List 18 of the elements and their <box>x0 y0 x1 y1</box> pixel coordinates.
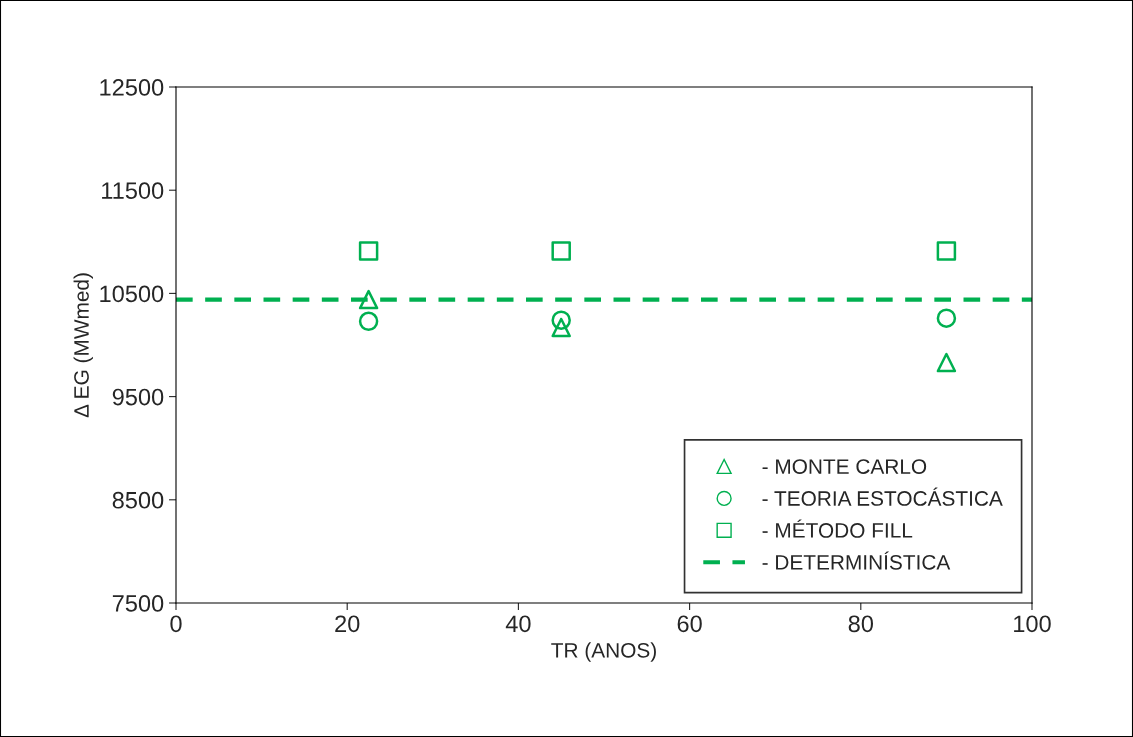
y-axis-title: Δ EG (MWmed) <box>73 273 93 418</box>
legend-label: - DETERMINÍSTICA <box>762 551 951 570</box>
y-tick-label: 10500 <box>100 285 164 303</box>
legend-label: - MÉTODO FILL <box>762 519 913 538</box>
legend-label: - TEORIA ESTOCÁSTICA <box>762 487 1003 506</box>
x-tick-label: 20 <box>335 615 360 633</box>
y-tick-label: 8500 <box>112 491 164 509</box>
y-tick-label: 11500 <box>102 182 164 199</box>
x-axis-title: TR (ANOS) <box>551 642 656 662</box>
legend-label: - MONTE CARLO <box>762 459 927 474</box>
x-tick-label: 0 <box>170 615 182 633</box>
y-tick-label: 9500 <box>112 388 164 406</box>
x-tick-label: 100 <box>1014 615 1051 633</box>
y-tick-label: 12500 <box>100 79 164 96</box>
x-tick-label: 40 <box>505 615 531 633</box>
x-tick-label: 80 <box>848 615 874 633</box>
y-tick-label: 7500 <box>112 595 164 612</box>
x-tick-label: 60 <box>677 615 702 633</box>
